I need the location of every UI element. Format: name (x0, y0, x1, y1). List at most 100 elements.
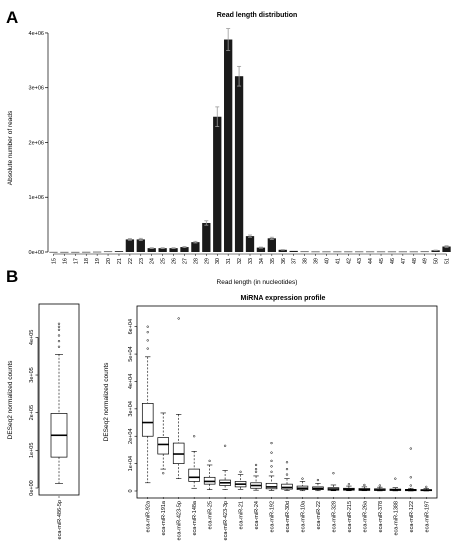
bar (49, 251, 58, 253)
x-tick-label: eca-miR-191a (161, 500, 167, 535)
x-tick-label: 18 (84, 258, 90, 264)
outlier-point (316, 478, 320, 482)
bar (289, 250, 298, 252)
bar (92, 251, 102, 253)
bar (103, 251, 113, 253)
chart-a-bars (49, 39, 451, 253)
x-tick-label: eca-miR-423-3p (223, 501, 229, 540)
y-tick-label: 2e+06 (29, 140, 44, 146)
x-tick-label: eca-miR-25 (208, 501, 214, 529)
y-tick-label: 3e+06 (29, 86, 44, 92)
y-tick-label: 4e+06 (29, 31, 44, 37)
x-tick-label: 44 (368, 258, 374, 264)
outlier-point (270, 459, 273, 463)
x-tick-label: 17 (73, 258, 79, 264)
outlier-point (57, 334, 61, 337)
x-tick-label: 36 (281, 258, 287, 264)
chart-a-ylabel: Absolute number of reads (7, 110, 14, 185)
outlier-point (270, 470, 273, 473)
bar (71, 251, 80, 253)
outlier-point (223, 444, 227, 447)
x-tick-label: 49 (423, 258, 429, 264)
bar (344, 251, 353, 253)
chart-a-y-ticks: 0e+00 1e+06 2e+06 3e+06 4e+06 (29, 31, 48, 256)
x-tick-label: 48 (412, 258, 418, 264)
x-tick-label: 35 (270, 258, 276, 264)
outlier-point (146, 331, 149, 334)
x-tick-label: 23 (139, 258, 145, 264)
outlier-point (254, 463, 258, 467)
outlier-point (57, 328, 61, 331)
outlier-point (254, 467, 258, 471)
outlier-point (57, 339, 61, 343)
bar (191, 242, 200, 252)
box (141, 403, 154, 437)
outlier-point (57, 345, 61, 348)
x-tick-label: eca-miR-486-5p (57, 500, 63, 539)
bar (180, 247, 189, 252)
x-tick-label: 47 (401, 258, 407, 264)
chart-b2-boxes (141, 317, 433, 492)
x-tick-label: eca-miR-192 (270, 501, 276, 532)
mir-486-boxplot: DESeq2 normalized counts 0e+00 1e+05 2e+05… (7, 303, 80, 539)
x-tick-label: 50 (434, 258, 440, 264)
y-tick-label: 1e+04 (128, 456, 134, 471)
x-tick-label: 32 (237, 258, 243, 264)
x-tick-label: 51 (445, 258, 451, 264)
panel-label-a: A (6, 8, 18, 27)
chart-b1-frame (38, 303, 80, 496)
outlier-point (378, 484, 381, 487)
chart-b1-boxes (50, 322, 68, 484)
x-tick-label: 34 (259, 258, 265, 264)
x-tick-label: 30 (215, 258, 221, 264)
chart-b2-ylabel: DESeq2 normalized counts (103, 362, 110, 442)
bar (300, 251, 309, 253)
x-tick-label: 39 (314, 258, 320, 264)
y-tick-label: 1e+06 (29, 195, 44, 201)
bar (442, 246, 451, 252)
bar (420, 251, 429, 253)
x-tick-label: eca-miR-22 (316, 501, 322, 529)
box (157, 437, 169, 455)
bar (409, 251, 418, 253)
y-tick-label: 1e+05 (29, 443, 35, 458)
bar (365, 251, 375, 253)
x-tick-label: 24 (150, 258, 156, 264)
outlier-point (332, 472, 335, 475)
x-tick-label: 22 (128, 258, 134, 264)
x-tick-label: 19 (95, 258, 101, 264)
chart-a-xlabel: Read length (in nucleotides) (217, 279, 298, 286)
box (281, 483, 293, 490)
outlier-point (409, 484, 412, 487)
chart-b1-ylabel: DESeq2 normalized counts (7, 360, 14, 440)
outlier-point (146, 347, 149, 350)
outlier-point (57, 325, 61, 328)
outlier-point (146, 339, 149, 342)
x-tick-label: 31 (226, 258, 232, 264)
y-tick-label: 0 (128, 489, 134, 492)
y-tick-label: 2e+05 (29, 405, 35, 420)
x-tick-label: 26 (172, 258, 178, 264)
x-tick-label: 37 (292, 258, 298, 264)
chart-a-x-ticks: 15 16 17 18 19 20 21 22 23 24 25 26 27 28 29 30 31 32 33 34… (51, 254, 451, 264)
bar (311, 251, 320, 253)
bar (245, 236, 255, 252)
outlier-point (270, 441, 273, 445)
bar (136, 239, 145, 252)
x-tick-label: eca-miR-328 (331, 501, 337, 532)
bar (125, 239, 135, 252)
x-tick-label: 45 (379, 258, 385, 264)
x-tick-label: 41 (335, 258, 341, 264)
y-tick-label: 3e+05 (29, 367, 35, 382)
outlier-point (146, 325, 149, 328)
outlier-point (57, 322, 61, 325)
x-tick-label: 29 (204, 258, 210, 264)
bar (224, 39, 233, 253)
x-tick-label: 46 (390, 258, 396, 264)
x-tick-label: 16 (62, 258, 68, 264)
outlier-point (285, 467, 289, 471)
x-tick-label: eca-miR-26a (362, 500, 368, 532)
x-tick-label: eca-miR-215 (347, 501, 353, 532)
bar (322, 251, 331, 253)
